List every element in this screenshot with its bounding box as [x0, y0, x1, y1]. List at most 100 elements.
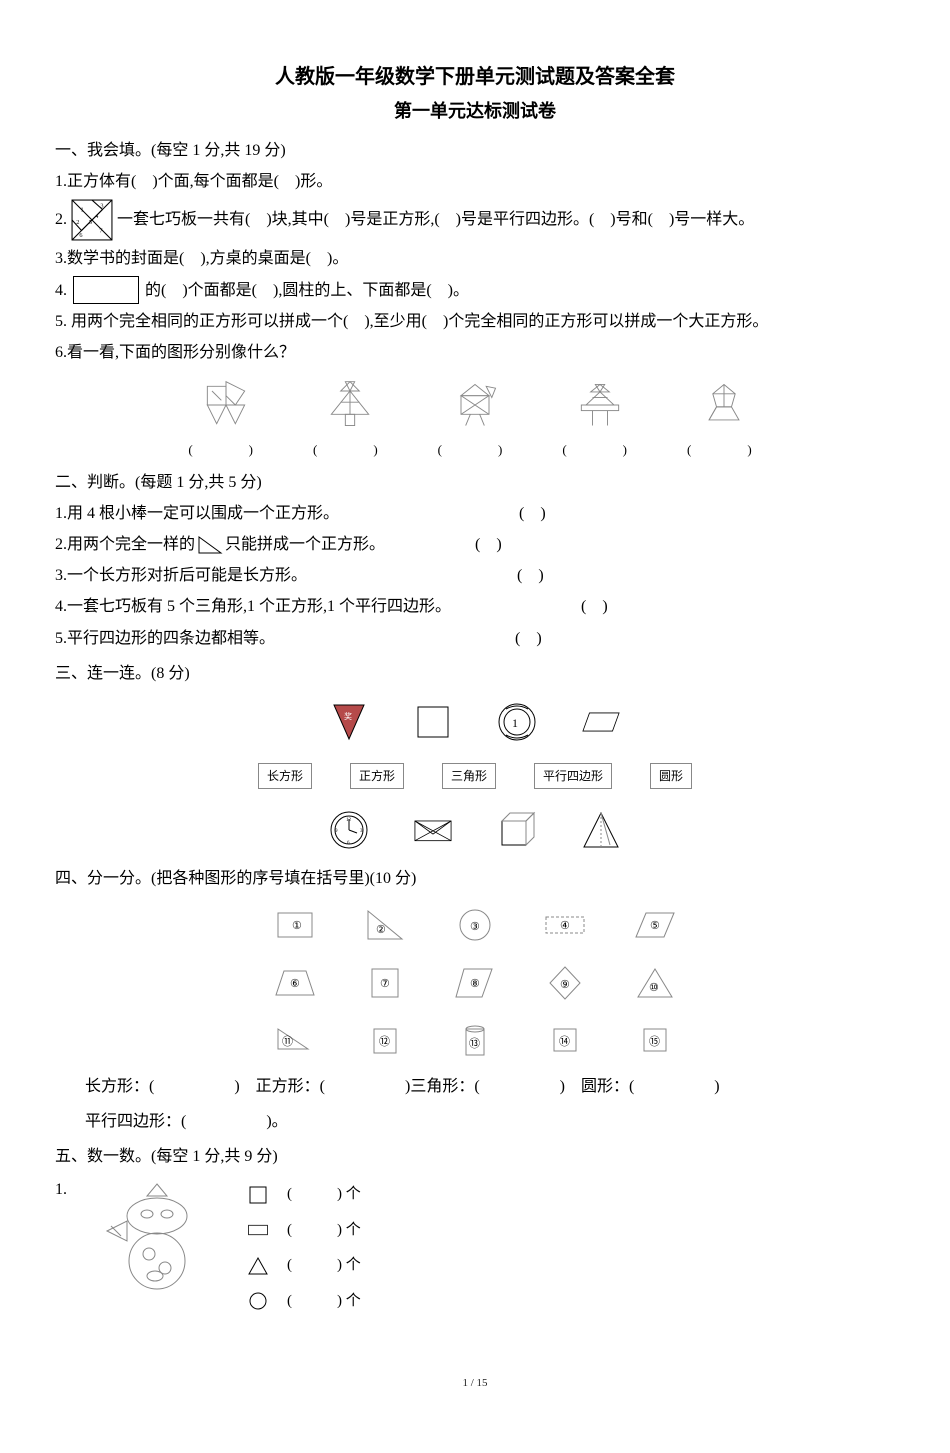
q2-2-text-a: 2.用两个完全一样的 — [55, 531, 195, 558]
square-icon — [410, 699, 456, 745]
svg-text:⑤: ⑤ — [650, 920, 660, 932]
q1-2-text: 一套七巧板一共有( )块,其中( )号是正方形,( )号是平行四边形。( )号和… — [117, 206, 754, 233]
q2-5-paren: ( ) — [515, 625, 542, 652]
q6-fig-2: ( ) — [313, 377, 388, 461]
q6-blank-2: ( ) — [313, 439, 388, 461]
title-main: 人教版一年级数学下册单元测试题及答案全套 — [55, 60, 895, 94]
q5-count-3: ( ) 个 — [287, 1253, 361, 1279]
shape-1-icon: ① — [272, 905, 318, 945]
svg-text:⑨: ⑨ — [560, 979, 570, 991]
svg-text:奖: 奖 — [344, 711, 352, 721]
q1-2-prefix: 2. — [55, 206, 67, 233]
q5-count-1: ( ) 个 — [287, 1182, 361, 1208]
tangram-icon: 1 2 3 4 5 6 7 — [71, 199, 113, 241]
right-triangle-icon — [197, 535, 223, 555]
cuboid-box-icon — [73, 276, 139, 304]
svg-text:⑫: ⑫ — [379, 1035, 390, 1048]
grid-row-3: ⑪ ⑫ ⑬ ⑭ ⑮ — [272, 1021, 678, 1061]
section2-header: 二、判断。(每题 1 分,共 5 分) — [55, 469, 895, 496]
q1-3: 3.数学书的封面是( ),方桌的桌面是( )。 — [55, 245, 895, 272]
q5-row-square: ( ) 个 — [247, 1182, 361, 1208]
q1-4-prefix: 4. — [55, 277, 67, 304]
q6-fig-4: ( ) — [562, 377, 637, 461]
shape-12-icon: ⑫ — [362, 1021, 408, 1061]
q1-6-text: 6.看一看,下面的图形分别像什么？ — [55, 339, 895, 366]
q5-list: ( ) 个 ( ) 个 ( ) 个 ( ) 个 — [247, 1182, 361, 1314]
q1-4: 4. 的( )个面都是( ),圆柱的上、下面都是( )。 — [55, 276, 895, 304]
section5-header: 五、数一数。(每空 1 分,共 9 分) — [55, 1143, 895, 1170]
section3-header: 三、连一连。(8 分) — [55, 660, 895, 687]
label-circle: 圆形 — [650, 763, 692, 789]
tangram-fig-4-icon — [572, 377, 628, 433]
svg-text:⑥: ⑥ — [290, 978, 300, 990]
shape-2-icon: ② — [362, 905, 408, 945]
shape-13-icon: ⑬ — [452, 1021, 498, 1061]
label-parallelogram: 平行四边形 — [534, 763, 612, 789]
svg-text:3: 3 — [100, 202, 103, 209]
clock-circle-icon: 12369 — [326, 807, 372, 853]
svg-text:7: 7 — [99, 228, 102, 235]
small-triangle-icon — [247, 1255, 269, 1277]
q5-composite-icon — [97, 1176, 217, 1305]
label-triangle: 三角形 — [442, 763, 496, 789]
q1-4-text: 的( )个面都是( ),圆柱的上、下面都是( )。 — [145, 277, 469, 304]
cat-line-1: 长方形：( ) 正方形：( )三角形：( ) 圆形：( ) — [85, 1073, 895, 1100]
q5-count-4: ( ) 个 — [287, 1289, 361, 1315]
shape-14-icon: ⑭ — [542, 1021, 588, 1061]
tangram-fig-3-icon — [447, 377, 503, 433]
svg-text:⑬: ⑬ — [469, 1037, 480, 1050]
svg-text:12: 12 — [346, 818, 352, 823]
coin-circle-icon: 1 — [494, 699, 540, 745]
shape-grid: ① ② ③ ④ ⑤ ⑥ ⑦ ⑧ ⑨ ⑩ ⑪ ⑫ ⑬ ⑭ ⑮ — [55, 905, 895, 1061]
svg-text:②: ② — [376, 924, 386, 936]
svg-text:1: 1 — [80, 207, 83, 214]
q1-5: 5. 用两个完全相同的正方形可以拼成一个( ),至少用( )个完全相同的正方形可… — [55, 308, 895, 335]
connect-top-row: 奖 1 — [326, 699, 624, 745]
q6-fig-5: ( ) — [687, 377, 762, 461]
shape-7-icon: ⑦ — [362, 963, 408, 1003]
q2-3-text: 3.一个长方形对折后可能是长方形。 — [55, 562, 307, 589]
tangram-fig-5-icon — [696, 377, 752, 433]
q2-1: 1.用 4 根小棒一定可以围成一个正方形。 ( ) — [55, 500, 895, 527]
q5-prefix: 1. — [55, 1176, 67, 1203]
shape-6-icon: ⑥ — [272, 963, 318, 1003]
small-rect-icon — [247, 1219, 269, 1241]
svg-text:⑮: ⑮ — [649, 1035, 660, 1048]
shape-8-icon: ⑧ — [452, 963, 498, 1003]
small-circle-icon — [247, 1290, 269, 1312]
section4-header: 四、分一分。(把各种图形的序号填在括号里)(10 分) — [55, 865, 895, 892]
q6-fig-1: ( ) — [188, 377, 263, 461]
svg-text:⑧: ⑧ — [470, 978, 480, 990]
shape-10-icon: ⑩ — [632, 963, 678, 1003]
q1-2: 2. 1 2 3 4 5 6 7 一套七巧板一共有( )块,其中( )号是正方形… — [55, 199, 895, 241]
q5-row-triangle: ( ) 个 — [247, 1253, 361, 1279]
q2-1-text: 1.用 4 根小棒一定可以围成一个正方形。 — [55, 500, 339, 527]
shape-11-icon: ⑪ — [272, 1021, 318, 1061]
svg-text:9: 9 — [335, 829, 338, 834]
cube-square-icon — [494, 807, 540, 853]
tangram-fig-1-icon — [198, 377, 254, 433]
envelope-rect-icon — [410, 807, 456, 853]
q2-2-text-b: 只能拼成一个正方形。 — [225, 531, 385, 558]
q2-3: 3.一个长方形对折后可能是长方形。 ( ) — [55, 562, 895, 589]
svg-text:1: 1 — [512, 716, 518, 730]
shape-5-icon: ⑤ — [632, 905, 678, 945]
q6-blank-5: ( ) — [687, 439, 762, 461]
title-sub: 第一单元达标测试卷 — [55, 96, 895, 127]
svg-text:⑪: ⑪ — [282, 1035, 293, 1048]
grid-row-1: ① ② ③ ④ ⑤ — [272, 905, 678, 945]
grid-row-2: ⑥ ⑦ ⑧ ⑨ ⑩ — [272, 963, 678, 1003]
label-square: 正方形 — [350, 763, 404, 789]
shape-9-icon: ⑨ — [542, 963, 588, 1003]
connect-bottom-row: 12369 — [326, 807, 624, 853]
svg-text:⑭: ⑭ — [559, 1035, 570, 1048]
tangram-fig-2-icon — [322, 377, 378, 433]
label-rect: 长方形 — [258, 763, 312, 789]
q2-4: 4.一套七巧板有 5 个三角形,1 个正方形,1 个平行四边形。 ( ) — [55, 593, 895, 620]
page-number: 1 / 15 — [55, 1374, 895, 1393]
shape-3-icon: ③ — [452, 905, 498, 945]
parallelogram-outline-icon — [578, 699, 624, 745]
q6-blank-3: ( ) — [438, 439, 513, 461]
q6-blank-4: ( ) — [562, 439, 637, 461]
svg-text:⑦: ⑦ — [380, 978, 390, 990]
